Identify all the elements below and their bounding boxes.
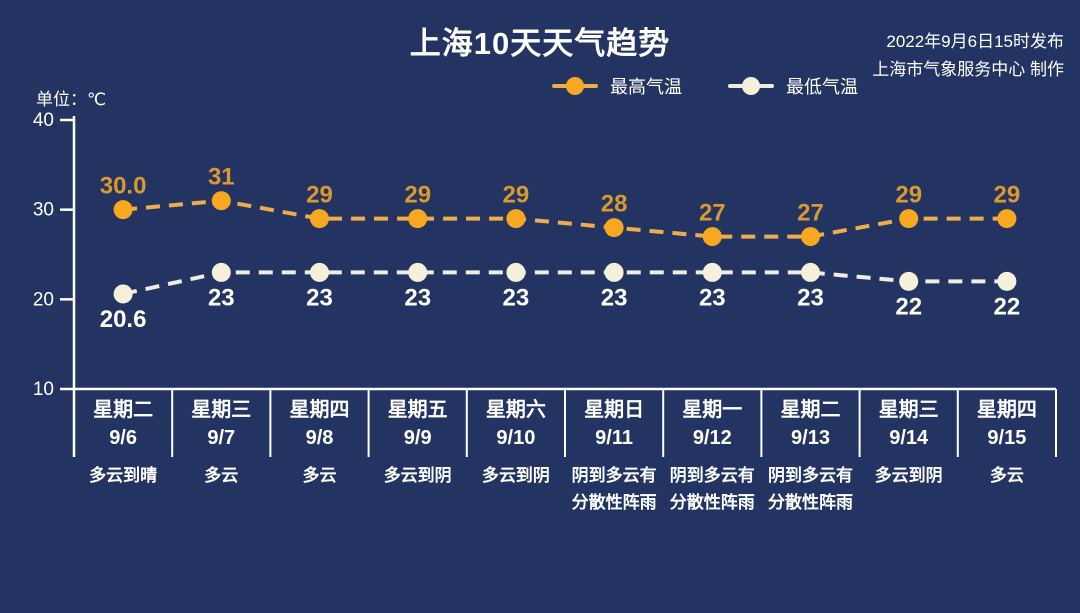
y-tick-label: 30 bbox=[33, 200, 54, 221]
min-temp-point bbox=[211, 262, 231, 282]
min-temp-value-label: 23 bbox=[601, 284, 628, 311]
chart-legend: 最高气温 最低气温 bbox=[552, 73, 858, 99]
max-temp-point bbox=[211, 191, 231, 211]
unit-label: 单位：℃ bbox=[36, 90, 107, 109]
min-temp-point bbox=[604, 262, 624, 282]
min-temp-value-label: 23 bbox=[503, 284, 530, 311]
max-temp-point bbox=[408, 209, 428, 229]
min-temp-marker-icon bbox=[728, 77, 774, 95]
max-temp-value-label: 29 bbox=[306, 182, 333, 209]
min-temp-point bbox=[801, 262, 820, 282]
y-tick-label: 10 bbox=[33, 379, 54, 400]
min-temp-point bbox=[408, 262, 428, 282]
max-temp-value-label: 27 bbox=[699, 200, 726, 227]
publisher-info: 2022年9月6日15时发布 上海市气象服务中心 制作 bbox=[872, 28, 1064, 84]
max-temp-point bbox=[113, 200, 133, 220]
max-temp-value-label: 29 bbox=[404, 182, 431, 209]
max-temp-point bbox=[604, 218, 624, 238]
y-tick-label: 20 bbox=[33, 289, 54, 310]
legend-item-max-temp: 最高气温 bbox=[552, 73, 682, 99]
min-temp-line bbox=[122, 270, 1007, 296]
max-temp-value-label: 28 bbox=[601, 191, 628, 218]
max-temp-value-label: 29 bbox=[895, 182, 922, 209]
publisher-name: 上海市气象服务中心 制作 bbox=[872, 60, 1064, 79]
min-temp-value-label: 20.6 bbox=[100, 306, 147, 333]
legend-label-max-temp: 最高气温 bbox=[610, 77, 682, 97]
min-temp-value-label: 23 bbox=[699, 284, 726, 311]
max-temp-line bbox=[122, 198, 1007, 239]
min-temp-value-label: 23 bbox=[797, 284, 824, 311]
max-temp-point bbox=[506, 209, 526, 229]
min-temp-value-label: 23 bbox=[404, 284, 431, 311]
legend-item-min-temp: 最低气温 bbox=[728, 73, 858, 99]
y-tick-label: 40 bbox=[33, 110, 54, 131]
max-temp-value-label: 30.0 bbox=[100, 173, 147, 200]
legend-label-min-temp: 最低气温 bbox=[786, 77, 858, 97]
max-temp-point bbox=[899, 209, 919, 229]
page-title: 上海10天天气趋势 bbox=[409, 26, 671, 61]
min-temp-value-label: 22 bbox=[895, 293, 922, 320]
max-temp-point bbox=[310, 209, 329, 229]
min-temp-point bbox=[997, 271, 1017, 291]
publish-time: 2022年9月6日15时发布 bbox=[886, 32, 1064, 51]
max-temp-point bbox=[702, 227, 722, 247]
min-temp-point bbox=[899, 271, 919, 291]
max-temp-point bbox=[801, 227, 820, 247]
max-temp-value-label: 27 bbox=[797, 200, 824, 227]
min-temp-point bbox=[113, 284, 133, 304]
max-temp-point bbox=[997, 209, 1017, 229]
min-temp-value-label: 22 bbox=[994, 293, 1021, 320]
max-temp-value-label: 29 bbox=[503, 182, 530, 209]
min-temp-value-label: 23 bbox=[208, 284, 235, 311]
min-temp-value-label: 23 bbox=[306, 284, 333, 311]
min-temp-point bbox=[702, 262, 722, 282]
max-temp-marker-icon bbox=[552, 77, 598, 95]
min-temp-point bbox=[310, 262, 329, 282]
min-temp-point bbox=[506, 262, 526, 282]
max-temp-value-label: 31 bbox=[208, 164, 235, 191]
max-temp-value-label: 29 bbox=[994, 182, 1021, 209]
